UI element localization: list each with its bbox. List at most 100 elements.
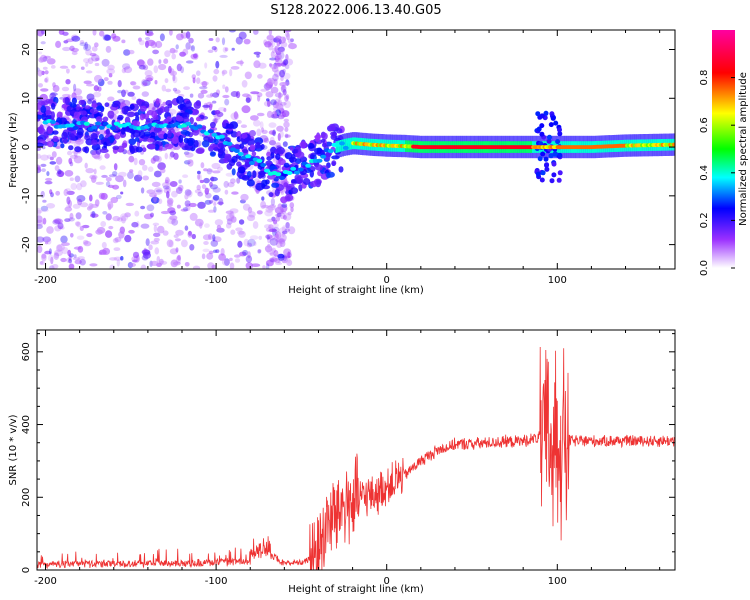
noise-blob [146, 39, 156, 47]
ridge-point [72, 125, 79, 130]
noise-blob [176, 63, 182, 72]
band-blob [214, 138, 219, 145]
noise-blob [174, 89, 181, 94]
noise-blob [112, 171, 118, 177]
noise-blob [87, 57, 94, 65]
noise-blob [40, 88, 49, 92]
noise-blob [131, 96, 137, 100]
noise-blob [175, 229, 184, 236]
noise-blob [37, 153, 42, 160]
noise-blob [257, 74, 263, 79]
noise-blob [265, 263, 270, 269]
noise-blob [203, 177, 210, 184]
noise-blob [264, 210, 273, 217]
noise-blob [52, 219, 60, 225]
band-blob [68, 133, 76, 141]
noise-blob [165, 176, 170, 184]
band-blob [195, 116, 201, 122]
band-blob [178, 134, 184, 143]
noise-blob [253, 241, 257, 246]
noise-blob [153, 187, 163, 195]
band-blob [224, 155, 229, 162]
noise-blob [103, 77, 109, 82]
noise-blob [133, 157, 138, 166]
noise-blob [268, 130, 276, 135]
colorbar: 0.0 0.2 0.4 0.6 0.8 Normalized spectral ampl… [699, 30, 749, 276]
band-blob [315, 164, 323, 171]
ridge-point [275, 172, 282, 177]
spike-blob [543, 156, 549, 162]
band-blob [155, 98, 160, 105]
band-blob [52, 135, 59, 142]
noise-blob [71, 64, 76, 69]
noise-blob [152, 106, 157, 113]
noise-blob [101, 241, 107, 249]
noise-blob [151, 181, 161, 188]
noise-blob [99, 30, 105, 37]
band-blob [113, 134, 121, 140]
noise-blob [165, 179, 169, 184]
noise-blob [161, 84, 166, 92]
noise-blob [73, 83, 77, 92]
ridge-point [207, 129, 214, 134]
noise-blob [196, 70, 201, 76]
ridge-point [185, 121, 192, 126]
noise-blob [185, 42, 191, 50]
band-blob [139, 105, 147, 112]
noise-blob [278, 91, 282, 100]
noise-blob [93, 91, 102, 98]
noise-blob [40, 261, 44, 265]
noise-blob [188, 37, 194, 44]
noise-blob [230, 112, 240, 121]
noise-blob [282, 141, 288, 147]
band-blob [266, 156, 272, 161]
noise-blob [277, 46, 285, 52]
noise-blob [238, 230, 246, 238]
band-blob [76, 103, 80, 111]
band-blob [309, 170, 314, 178]
band-cell [349, 137, 353, 150]
noise-blob [224, 98, 230, 106]
band-blob [139, 113, 145, 121]
noise-blob [41, 253, 47, 259]
noise-blob [76, 235, 85, 240]
band-blob [210, 121, 216, 129]
noise-blob [268, 42, 274, 51]
noise-blob [131, 256, 139, 262]
noise-blob [105, 181, 111, 187]
band-cell [341, 139, 344, 152]
noise-blob [105, 230, 113, 238]
noise-blob [79, 202, 89, 208]
noise-blob [245, 97, 251, 103]
band-blob [150, 131, 156, 138]
noise-blob [55, 40, 62, 49]
noise-blob [82, 224, 90, 229]
band-blob [176, 96, 184, 104]
spike-blob [548, 122, 554, 128]
noise-blob [169, 181, 178, 187]
noise-blob [218, 253, 227, 261]
noise-blob [113, 163, 118, 171]
noise-blob [128, 229, 135, 234]
band-blob [69, 103, 77, 108]
noise-blob [231, 47, 235, 51]
noise-blob [187, 159, 194, 164]
noise-blob [271, 66, 279, 73]
noise-blob [247, 206, 253, 214]
band-blob [121, 142, 128, 149]
spike-blob [553, 120, 559, 126]
band-blob [78, 99, 85, 106]
noise-blob [89, 52, 97, 57]
band-blob [142, 147, 147, 153]
noise-blob [37, 164, 41, 172]
noise-blob [224, 189, 229, 195]
band-blob [172, 136, 179, 145]
noise-blob [184, 152, 194, 158]
spike-blob [548, 153, 554, 159]
noise-blob [94, 62, 100, 67]
noise-blob [171, 70, 177, 76]
ridge-point [290, 166, 297, 171]
band-blob [84, 105, 91, 110]
noise-blob [72, 203, 81, 209]
noise-blob [284, 228, 291, 232]
